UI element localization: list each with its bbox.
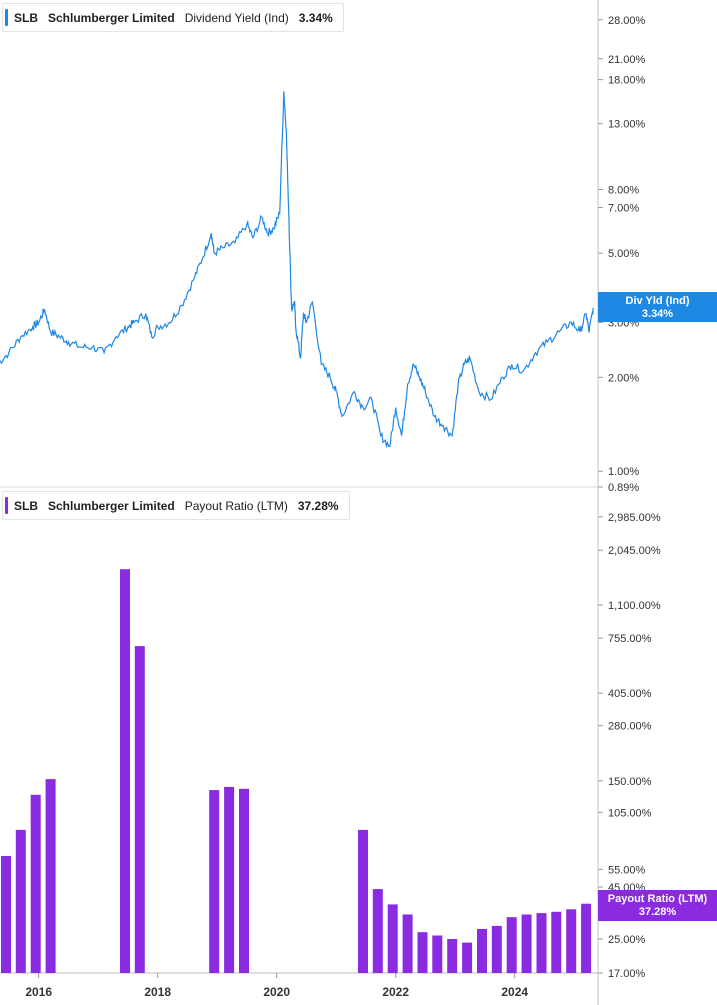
payout-bar <box>566 909 577 973</box>
payout-bar <box>417 932 428 973</box>
top-y-tick-label: 28.00% <box>608 15 646 27</box>
x-tick-label: 2022 <box>382 985 409 999</box>
bottom-metric-value: 37.28% <box>297 498 339 513</box>
x-tick-label: 2016 <box>25 985 52 999</box>
bottom-chart-header: SLB Schlumberger Limited Payout Ratio (L… <box>2 491 350 520</box>
x-tick-label: 2024 <box>501 985 528 999</box>
bottom-y-tick-label: 17.00% <box>608 968 646 980</box>
bottom-y-tick-label: 25.00% <box>608 934 646 946</box>
top-y-tick-label: 0.89% <box>608 482 639 494</box>
top-y-tick-label: 2.00% <box>608 372 639 384</box>
payout-bar <box>45 779 56 973</box>
payout-bar <box>372 889 383 973</box>
top-chart-header: SLB Schlumberger Limited Dividend Yield … <box>2 3 344 32</box>
payout-bar <box>551 911 562 973</box>
payout-bar <box>15 829 26 973</box>
top-y-tick-label: 8.00% <box>608 185 639 197</box>
bottom-y-tick-label: 2,985.00% <box>608 512 661 524</box>
bottom-y-tick-label: 150.00% <box>608 776 652 788</box>
top-ticker: SLB <box>14 10 38 25</box>
payout-bar <box>521 914 532 973</box>
payout-bar <box>358 829 368 973</box>
top-y-tick-label: 7.00% <box>608 203 639 215</box>
bottom-y-tick-label: 2,045.00% <box>608 545 661 557</box>
top-y-tick-label: 1.00% <box>608 466 639 478</box>
yield-series-marker <box>5 9 8 26</box>
bottom-y-tick-label: 105.00% <box>608 807 652 819</box>
x-tick-label: 2018 <box>144 985 171 999</box>
bottom-y-tick-label: 55.00% <box>608 864 646 876</box>
payout-bar <box>224 786 235 973</box>
dividend-yield-line <box>0 91 594 449</box>
payout-bar <box>239 788 249 973</box>
bottom-ticker: SLB <box>14 498 38 513</box>
payout-bar <box>462 942 473 973</box>
payout-bar <box>581 903 592 973</box>
payout-bar <box>209 790 220 973</box>
top-y-tick-label: 18.00% <box>608 75 646 87</box>
payout-bar <box>491 925 502 973</box>
payout-bar <box>506 917 517 973</box>
bottom-company-name: Schlumberger Limited <box>48 498 175 513</box>
x-tick-label: 2020 <box>263 985 290 999</box>
payout-bar <box>120 569 130 973</box>
payout-bar <box>477 929 487 973</box>
top-y-tick-label: 5.00% <box>608 248 639 260</box>
top-company-name: Schlumberger Limited <box>48 10 175 25</box>
top-metric-name: Dividend Yield (Ind) <box>184 10 289 25</box>
top-y-tick-label: 13.00% <box>608 119 646 131</box>
payout-bar <box>536 913 547 973</box>
yield-tag-value: 3.34% <box>641 308 674 320</box>
payout-value-tag: Payout Ratio (LTM) 37.28% <box>598 890 717 921</box>
payout-tag-value: 37.28% <box>638 906 677 918</box>
bottom-y-tick-label: 405.00% <box>608 688 652 700</box>
payout-bar <box>402 914 413 973</box>
payout-tag-label: Payout Ratio (LTM) <box>607 893 708 905</box>
payout-bar <box>387 904 398 973</box>
top-metric-value: 3.34% <box>298 10 333 25</box>
yield-value-tag: Div Yld (Ind) 3.34% <box>598 292 717 322</box>
payout-bar <box>1 856 11 973</box>
bottom-y-tick-label: 755.00% <box>608 633 652 645</box>
payout-bar <box>432 935 443 973</box>
bottom-y-tick-label: 1,100.00% <box>608 600 661 612</box>
bottom-metric-name: Payout Ratio (LTM) <box>184 498 288 513</box>
payout-series-marker <box>5 497 8 514</box>
payout-bar <box>134 646 145 973</box>
bottom-y-tick-label: 280.00% <box>608 721 652 733</box>
top-y-tick-label: 21.00% <box>608 54 646 66</box>
payout-bar <box>447 939 458 973</box>
yield-tag-label: Div Yld (Ind) <box>625 295 690 307</box>
payout-bar <box>30 794 41 973</box>
